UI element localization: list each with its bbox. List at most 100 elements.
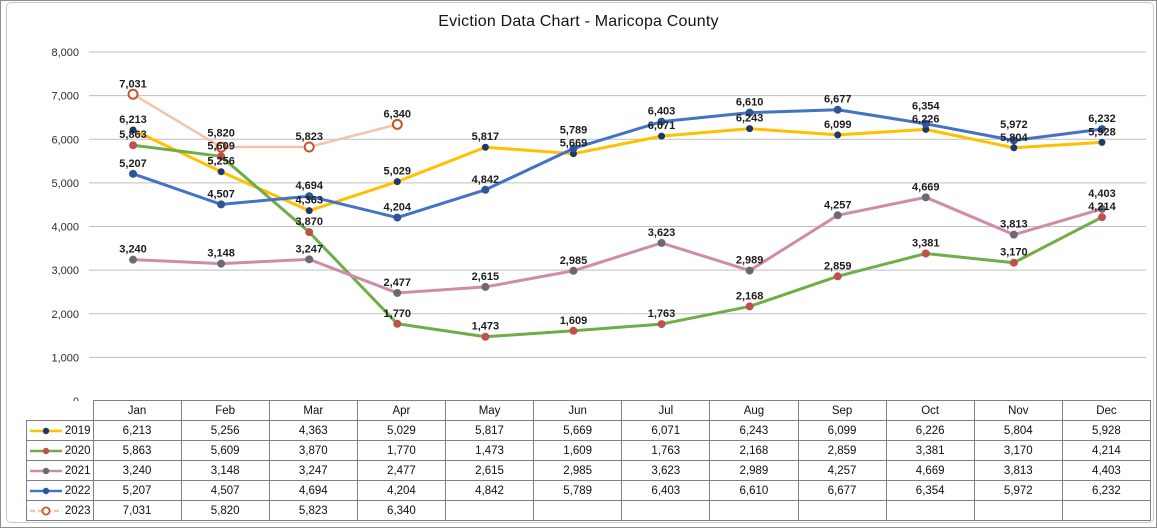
data-point-label: 2,859 [824, 260, 852, 272]
data-point-label: 3,170 [1000, 247, 1028, 259]
data-point-marker [129, 169, 138, 178]
data-point-marker [305, 192, 314, 201]
value-cell-2020-nov: 3,170 [973, 440, 1063, 461]
value-cell-2023-aug [709, 500, 799, 521]
value-cell-2023-jun [533, 500, 623, 521]
data-point-label: 5,928 [1088, 126, 1116, 138]
data-point-marker [833, 211, 842, 220]
month-header-aug: Aug [709, 400, 799, 421]
data-point-marker [921, 249, 930, 258]
value-cell-2023-apr: 6,340 [356, 500, 447, 521]
data-point-label: 5,256 [207, 156, 235, 168]
value-cell-2022-nov: 5,972 [973, 480, 1063, 501]
value-cell-2023-mar: 5,823 [268, 500, 358, 521]
line-chart-plot-area: 01,0002,0003,0004,0005,0006,0007,0008,00… [51, 47, 1146, 408]
data-point-marker [657, 320, 666, 329]
data-point-marker [569, 326, 578, 335]
data-point-marker [921, 119, 930, 128]
value-cell-2019-nov: 5,804 [973, 420, 1063, 441]
legend-key-2020: 2020 [26, 440, 94, 461]
series-line-2021 [131, 195, 1104, 295]
data-point-label: 2,168 [736, 290, 764, 302]
chart-title: Eviction Data Chart - Maricopa County [438, 13, 719, 30]
data-point-marker [922, 125, 930, 133]
data-point-label: 5,823 [295, 131, 323, 143]
y-axis-tick-label: 4,000 [51, 222, 79, 234]
value-cell-2022-mar: 4,694 [268, 480, 358, 501]
data-point-marker [833, 105, 842, 114]
legend-key-2019: 2019 [26, 420, 94, 441]
data-point-label: 5,789 [560, 125, 588, 137]
y-axis-tick-label: 5,000 [51, 178, 79, 190]
data-point-marker [217, 200, 226, 209]
data-point-marker [657, 117, 666, 126]
data-point-marker [1010, 144, 1018, 152]
series-line-2023 [131, 93, 399, 149]
data-point-label: 4,507 [207, 188, 235, 200]
y-axis-tick-label: 3,000 [51, 265, 79, 277]
data-point-label: 1,473 [472, 321, 500, 333]
value-cell-2022-may: 4,842 [444, 480, 535, 501]
data-point-label: 3,240 [119, 244, 147, 256]
value-cell-2022-jul: 6,403 [621, 480, 711, 501]
data-point-label: 5,817 [472, 131, 500, 143]
data-point-marker [481, 185, 490, 194]
data-point-marker [481, 282, 490, 291]
value-cell-2022-sep: 6,677 [797, 480, 887, 501]
data-point-marker [481, 332, 490, 341]
data-point-label: 3,381 [912, 238, 940, 250]
series-line-2020 [131, 143, 1104, 339]
legend-line-sample-icon [30, 487, 62, 494]
value-cell-2019-jan: 6,213 [92, 420, 182, 441]
data-point-label: 5,820 [207, 127, 235, 139]
data-point-marker [305, 228, 314, 237]
month-header-may: May [444, 400, 535, 421]
value-cell-2023-jan: 7,031 [92, 500, 182, 521]
data-point-label: 6,340 [384, 108, 412, 120]
month-header-feb: Feb [180, 400, 270, 421]
value-cell-2021-jan: 3,240 [92, 460, 182, 481]
value-cell-2019-apr: 5,029 [356, 420, 447, 441]
data-point-label: 4,694 [295, 180, 323, 192]
data-point-label: 2,989 [736, 255, 764, 267]
legend-year-label: 2019 [64, 424, 91, 437]
value-cell-2021-aug: 2,989 [709, 460, 799, 481]
value-cell-2021-nov: 3,813 [973, 460, 1063, 481]
month-header-jan: Jan [92, 400, 182, 421]
data-point-label: 6,232 [1088, 113, 1116, 125]
data-point-label: 6,213 [119, 114, 147, 126]
data-point-marker [393, 178, 401, 186]
table-header-row: Jan Feb Mar Apr May Jun Jul Aug Sep Oct Nov Dec [26, 400, 1152, 421]
data-point-label: 4,257 [824, 199, 852, 211]
month-header-jun: Jun [533, 400, 623, 421]
legend-key-2023: 2023 [26, 500, 94, 521]
y-axis-tick-label: 1,000 [51, 352, 79, 364]
data-point-marker [393, 213, 402, 222]
table-row-2019: 2019 6,213 5,256 4,363 5,029 5,817 5,669 6,071 6… [26, 420, 1152, 441]
data-point-marker [657, 238, 666, 247]
data-point-label: 1,770 [384, 308, 412, 320]
data-point-marker [1009, 136, 1018, 145]
data-point-label: 6,354 [912, 100, 940, 112]
data-point-marker [217, 168, 225, 176]
series-line-2022 [131, 108, 1104, 220]
legend-year-label: 2023 [64, 504, 91, 517]
month-header-oct: Oct [885, 400, 975, 421]
data-point-label: 2,985 [560, 255, 588, 267]
value-cell-2022-jun: 5,789 [533, 480, 623, 501]
value-cell-2021-apr: 2,477 [356, 460, 447, 481]
y-axis-tick-label: 6,000 [51, 134, 79, 146]
value-cell-2023-nov [973, 500, 1063, 521]
data-point-label: 1,609 [560, 315, 588, 327]
data-point-marker [1097, 125, 1106, 134]
value-cell-2021-dec: 4,403 [1061, 460, 1152, 481]
value-cell-2020-may: 1,473 [444, 440, 535, 461]
data-point-marker [658, 132, 666, 140]
data-point-label: 4,403 [1088, 188, 1116, 200]
legend-year-label: 2022 [64, 484, 91, 497]
value-cell-2019-aug: 6,243 [709, 420, 799, 441]
series-line-2019 [131, 127, 1104, 213]
value-cell-2020-mar: 3,870 [268, 440, 358, 461]
data-point-label: 7,031 [119, 78, 147, 90]
data-point-marker [745, 266, 754, 275]
